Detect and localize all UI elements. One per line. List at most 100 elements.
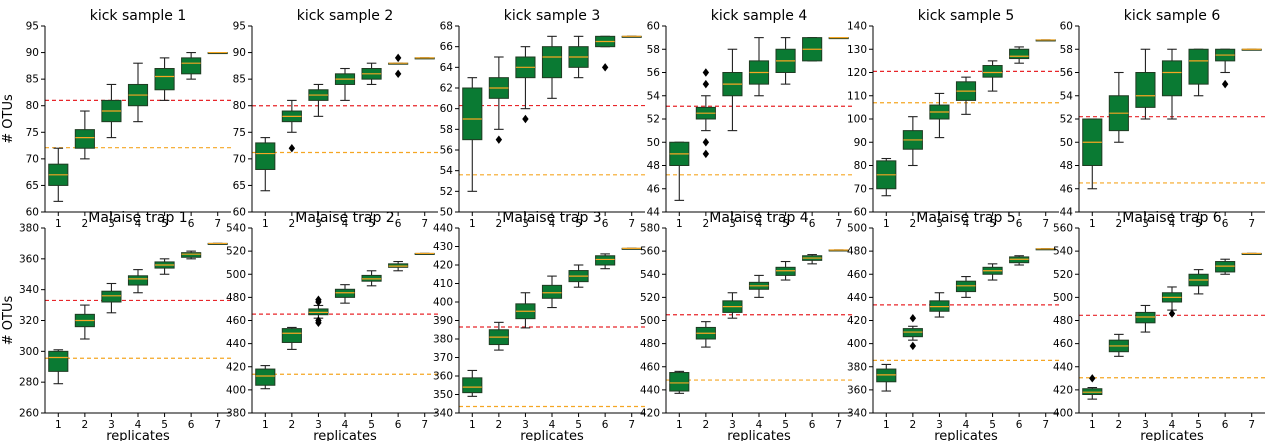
y-tick-label: 100 — [847, 114, 867, 126]
y-tick-label: 380 — [433, 334, 453, 346]
x-tick-label: 4 — [342, 218, 349, 230]
y-tick-label: 50 — [1060, 137, 1073, 149]
y-tick-label: 85 — [233, 74, 246, 86]
y-tick-label: 60 — [440, 103, 453, 115]
outlier-point — [1089, 374, 1096, 383]
panel-title: Malaise trap 4 — [709, 210, 809, 226]
y-tick-label: 70 — [854, 183, 867, 195]
x-axis-label: replicates — [106, 429, 170, 441]
y-tick-label: 70 — [26, 153, 39, 165]
y-tick-label: 75 — [26, 127, 39, 139]
y-tick-label: 44 — [647, 207, 661, 219]
y-tick-label: 420 — [226, 361, 246, 373]
chart-panel: Malaise trap 334035036037038039040041042… — [433, 210, 645, 441]
x-axis-label: replicates — [727, 429, 791, 441]
y-tick-label: 52 — [440, 186, 453, 198]
x-tick-label: 7 — [628, 218, 635, 230]
x-tick-label: 6 — [602, 419, 609, 431]
y-tick-label: 80 — [854, 160, 867, 172]
y-tick-label: 340 — [433, 408, 453, 420]
panel-title: Malaise trap 1 — [88, 210, 187, 226]
x-tick-label: 5 — [575, 218, 582, 230]
x-tick-label: 2 — [289, 419, 296, 431]
outlier-point — [702, 68, 710, 77]
y-tick-label: 440 — [847, 292, 867, 304]
x-tick-label: 6 — [1222, 218, 1229, 230]
x-tick-label: 3 — [315, 419, 322, 431]
x-tick-label: 1 — [676, 218, 683, 230]
x-tick-label: 3 — [1142, 218, 1149, 230]
x-tick-label: 7 — [421, 419, 428, 431]
box-iqr — [255, 142, 276, 170]
y-tick-label: 95 — [26, 21, 39, 33]
x-tick-label: 3 — [1142, 419, 1149, 431]
y-tick-label: 110 — [847, 90, 867, 102]
x-tick-label: 7 — [1248, 218, 1255, 230]
y-tick-label: 380 — [847, 361, 867, 373]
box-iqr — [1161, 60, 1183, 97]
panel-title: kick sample 2 — [297, 8, 394, 24]
x-tick-label: 5 — [989, 218, 996, 230]
y-tick-label: 60 — [1060, 21, 1073, 33]
y-tick-label: 460 — [847, 269, 867, 281]
panel-title: kick sample 6 — [1124, 8, 1221, 24]
outlier-point — [394, 53, 402, 63]
x-tick-label: 5 — [782, 419, 789, 431]
y-tick-label: 480 — [847, 246, 867, 258]
y-tick-label: 64 — [440, 62, 454, 74]
x-tick-label: 6 — [1016, 419, 1023, 431]
y-tick-label: 44 — [1060, 207, 1074, 219]
y-tick-label: 60 — [26, 207, 39, 219]
x-tick-label: 4 — [549, 419, 556, 431]
x-axis-label: replicates — [520, 429, 584, 441]
y-tick-label: 58 — [1060, 44, 1073, 56]
outlier-point — [909, 313, 917, 323]
y-tick-label: 60 — [233, 207, 246, 219]
y-tick-label: 46 — [1060, 183, 1074, 195]
y-tick-label: 400 — [847, 338, 867, 350]
x-tick-label: 6 — [1016, 218, 1023, 230]
box-iqr — [127, 275, 149, 286]
x-tick-label: 5 — [1195, 218, 1202, 230]
y-tick-label: 440 — [640, 384, 660, 396]
y-tick-label: 58 — [440, 124, 453, 136]
y-tick-label: 400 — [433, 297, 453, 309]
panel-title: kick sample 3 — [504, 8, 601, 24]
box-iqr — [462, 377, 483, 394]
panel-title: Malaise trap 5 — [916, 210, 1015, 226]
outlier-point — [1168, 309, 1176, 318]
x-tick-label: 6 — [809, 218, 816, 230]
y-tick-label: 400 — [1053, 408, 1073, 420]
y-tick-label: 420 — [1053, 384, 1073, 396]
y-tick-label: 360 — [19, 253, 39, 265]
outlier-point — [702, 138, 710, 147]
y-tick-label: 65 — [26, 180, 39, 192]
y-tick-label: 85 — [26, 74, 39, 86]
y-tick-label: 370 — [433, 352, 453, 364]
x-tick-label: 5 — [368, 419, 375, 431]
x-tick-label: 4 — [1169, 419, 1176, 431]
y-tick-label: 56 — [1060, 67, 1074, 79]
x-tick-label: 5 — [989, 419, 996, 431]
x-tick-label: 4 — [1169, 218, 1176, 230]
x-tick-label: 4 — [756, 419, 763, 431]
x-tick-label: 1 — [55, 419, 62, 431]
outlier-point — [522, 114, 529, 124]
y-tick-label: 480 — [640, 338, 660, 350]
x-tick-label: 6 — [602, 218, 609, 230]
x-tick-label: 2 — [496, 218, 503, 230]
x-tick-label: 1 — [676, 419, 683, 431]
y-tick-label: 540 — [640, 269, 660, 281]
x-tick-label: 5 — [575, 419, 582, 431]
outlier-point — [315, 295, 322, 304]
box-iqr — [48, 350, 69, 372]
y-tick-label: 410 — [433, 278, 453, 290]
x-tick-label: 1 — [262, 218, 269, 230]
y-tick-label: 440 — [226, 338, 246, 350]
y-tick-label: 52 — [1060, 114, 1073, 126]
y-axis-label: # OTUs — [1, 296, 16, 346]
x-tick-label: 6 — [395, 419, 402, 431]
y-tick-label: 360 — [433, 371, 453, 383]
box-iqr — [181, 57, 202, 75]
